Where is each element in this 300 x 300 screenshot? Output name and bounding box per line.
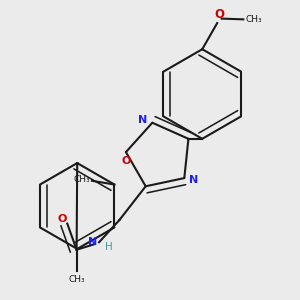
Text: N: N xyxy=(88,237,97,247)
Text: N: N xyxy=(189,175,198,185)
Text: O: O xyxy=(121,156,130,167)
Text: CH₃: CH₃ xyxy=(69,275,85,284)
Text: H: H xyxy=(105,242,113,252)
Text: O: O xyxy=(58,214,67,224)
Text: CH₃: CH₃ xyxy=(245,15,262,24)
Text: N: N xyxy=(138,115,148,125)
Text: CH₃: CH₃ xyxy=(74,175,90,184)
Text: O: O xyxy=(214,8,224,21)
